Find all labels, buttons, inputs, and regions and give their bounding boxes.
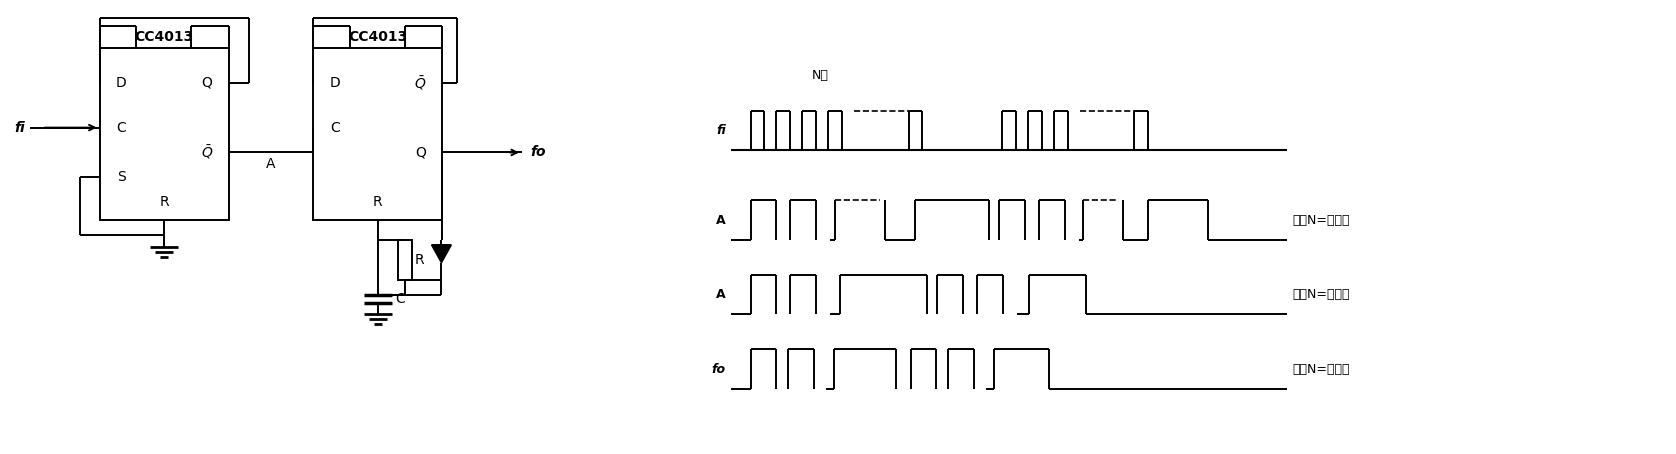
Text: D: D <box>330 76 340 90</box>
Text: （当N=偶数）: （当N=偶数） <box>1292 288 1349 301</box>
Text: $\bar{Q}$: $\bar{Q}$ <box>201 143 213 161</box>
Polygon shape <box>431 245 451 263</box>
Text: CC4013: CC4013 <box>134 30 194 44</box>
Text: fo: fo <box>530 145 545 159</box>
Text: R: R <box>414 253 424 267</box>
Text: CC4013: CC4013 <box>349 30 407 44</box>
Text: A: A <box>716 213 726 227</box>
Bar <box>99 48 228 220</box>
Text: S: S <box>117 170 126 184</box>
Text: Q: Q <box>201 76 213 90</box>
Text: C: C <box>117 121 126 135</box>
Text: A: A <box>266 158 275 172</box>
Text: C: C <box>330 121 340 135</box>
Bar <box>313 48 442 220</box>
Text: fi: fi <box>716 124 726 137</box>
Text: fo: fo <box>712 363 726 375</box>
Text: R: R <box>374 195 382 209</box>
Text: （当N=奇数）: （当N=奇数） <box>1292 363 1349 375</box>
Text: C: C <box>396 291 404 306</box>
Text: （当N=奇数）: （当N=奇数） <box>1292 213 1349 227</box>
Text: A: A <box>716 288 726 301</box>
Text: $\bar{Q}$: $\bar{Q}$ <box>414 74 427 92</box>
Text: R: R <box>159 195 169 209</box>
Text: N个: N个 <box>811 69 828 83</box>
Bar <box>397 240 412 280</box>
Text: fi: fi <box>15 121 25 135</box>
Text: D: D <box>116 76 127 90</box>
Text: Q: Q <box>416 145 426 159</box>
